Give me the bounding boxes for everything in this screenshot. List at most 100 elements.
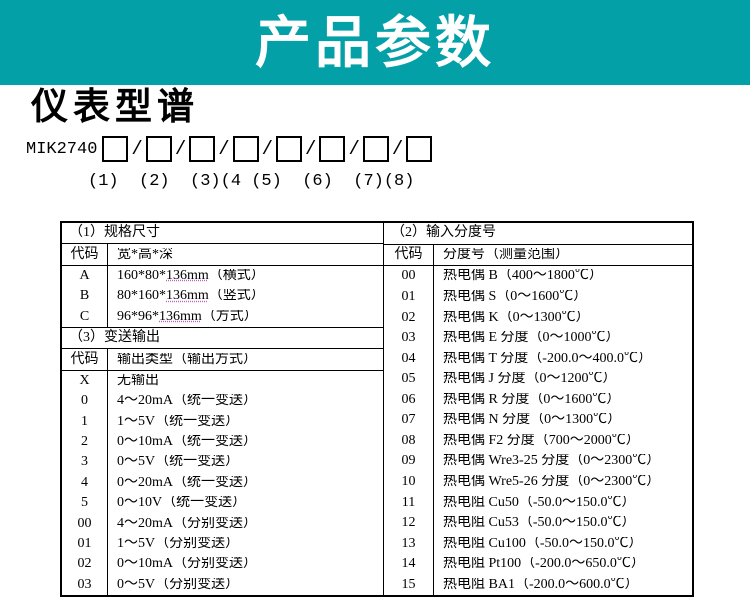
desc-cell: 160*80*136mm（横式） [108,269,383,283]
table-row-output-1: 1 1～5V（统一变送） [62,411,383,432]
model-code-box-2 [145,136,172,162]
code-cell: 13 [384,533,434,554]
table-row-output-2: 2 0～10mA（统一变送） [62,431,383,453]
table-row-output-00: 00 4～20mA（分别变送） [62,513,383,534]
table-row-input-14: 14 热电阻 Pt100（-200.0～650.0℃） [384,554,692,575]
code-cell: 08 [384,430,434,452]
code-cell: C [62,306,108,327]
code-cell: 02 [384,307,434,328]
desc-cell: 无输出 [117,373,159,388]
model-slash: / [261,138,274,160]
desc-cell: 热电阻 Cu100（-50.0～150.0℃） [443,536,643,551]
desc-cell: 0～20mA（统一变送） [117,475,257,490]
table-row-input-02: 02 热电偶 K（0～1300℃） [384,307,692,328]
section1-title: （1）规格尺寸 [69,225,160,241]
section2-header-row: （2）输入分度号 [384,223,692,245]
table-row-output-4: 4 0～20mA（统一变送） [62,472,383,494]
model-slash: / [348,138,360,160]
desc-cell: 80*160*136mm（竖式） [108,289,383,303]
code-cell: 01 [62,533,108,555]
size-prefix: 96*96* [117,309,159,324]
table-row-output-x: X 无输出 [62,370,383,392]
spec-table-left: （1）规格尺寸 代码 宽*高*深 A 160*80*136mm（横式） B 80… [62,223,384,596]
code-cell: 11 [384,492,434,513]
table-row-input-10: 10 热电偶 Wre5-26 分度（0～2300℃） [384,471,692,493]
table-row-input-03: 03 热电偶 E 分度（0～1000℃） [384,327,692,349]
model-code-box-7 [362,136,389,162]
table-row-input-15: 15 热电阻 BA1（-200.0～600.0℃） [384,574,692,596]
code-cell: 10 [384,471,434,493]
page-banner: 产品参数 [0,0,750,85]
desc-cell: 热电阻 Cu50（-50.0～150.0℃） [443,495,636,510]
code-cell: X [62,370,108,392]
model-code-box-5 [276,136,303,162]
table-row-input-05: 05 热电偶 J 分度（0～1200℃） [384,368,692,390]
model-position-labels: (1) (2) (3)(4 (5) (6) (7)(8) [88,172,415,191]
column-header-desc: 分度号（测量范围） [443,247,569,262]
desc-cell: 热电偶 K（0～1300℃） [443,310,590,325]
desc-cell: 0～10mA（统一变送） [117,435,257,450]
code-cell: 01 [384,286,434,308]
desc-cell: 热电阻 Cu53（-50.0～150.0℃） [443,516,636,531]
code-cell: 1 [62,411,108,432]
section1-columns-row: 代码 宽*高*深 [62,244,383,266]
table-row-output-0: 0 4～20mA（统一变送） [62,391,383,412]
spec-table-right: （2）输入分度号 代码 分度号（测量范围） 00 热电偶 B（400～1800℃… [384,223,692,596]
code-cell: 02 [62,554,108,575]
desc-cell: 热电偶 S（0～1600℃） [443,289,588,304]
desc-cell: 0～5V（统一变送） [117,455,240,470]
spec-table: （1）规格尺寸 代码 宽*高*深 A 160*80*136mm（横式） B 80… [60,221,694,597]
model-code-box-8 [406,136,433,162]
column-header-code: 代码 [384,244,434,266]
desc-cell: 热电偶 B（400～1800℃） [443,269,603,284]
table-row-output-01: 01 1～5V（分别变送） [62,533,383,555]
table-row-input-01: 01 热电偶 S（0～1600℃） [384,286,692,308]
code-cell: 14 [384,554,434,575]
model-code-box-4 [232,136,259,162]
code-cell: 00 [384,266,434,287]
table-row-input-12: 12 热电阻 Cu53（-50.0～150.0℃） [384,512,692,534]
table-row-input-11: 11 热电阻 Cu50（-50.0～150.0℃） [384,492,692,513]
size-dim: 136mm [159,309,202,324]
size-dim: 136mm [166,289,209,304]
code-cell: 0 [62,391,108,412]
table-row-input-09: 09 热电偶 Wre3-25 分度（0～2300℃） [384,451,692,472]
model-prefix: MIK2740 [26,139,98,159]
size-dim: 136mm [166,268,209,283]
desc-cell: 0～10mA（分别变送） [117,557,257,572]
code-cell: B [62,286,108,307]
size-prefix: 160*80* [117,268,166,283]
model-slash: / [174,138,187,160]
size-note: （竖式） [208,289,265,304]
desc-cell: 96*96*136mm（方式） [108,310,383,324]
table-row-input-08: 08 热电偶 F2 分度（700～2000℃） [384,430,692,452]
desc-cell: 1～5V（统一变送） [117,414,240,429]
code-cell: 06 [384,389,434,411]
code-cell: 5 [62,493,108,514]
desc-cell: 热电阻 BA1（-200.0～600.0℃） [443,577,639,592]
model-code-row: MIK2740 / / / / / / / [26,136,434,162]
desc-cell: 热电偶 Wre5-26 分度（0～2300℃） [443,475,661,490]
code-cell: 12 [384,512,434,534]
table-row-input-06: 06 热电偶 R 分度（0～1600℃） [384,389,692,411]
table-row-input-13: 13 热电阻 Cu100（-50.0～150.0℃） [384,533,692,554]
column-header-code: 代码 [62,244,108,265]
code-cell: 05 [384,368,434,390]
model-slash: / [218,138,230,160]
table-row-size-a: A 160*80*136mm（横式） [62,265,383,287]
table-row-output-02: 02 0～10mA（分别变送） [62,554,383,575]
desc-cell: 热电偶 E 分度（0～1000℃） [443,331,620,346]
section3-header-row: （3）变送输出 [62,328,383,350]
table-row-output-03: 03 0～5V（分别变送） [62,574,383,596]
code-cell: A [62,265,108,287]
table-row-input-04: 04 热电偶 T 分度（-200.0～400.0℃） [384,348,692,369]
section3-title: （3）变送输出 [69,330,160,346]
column-header-desc: 宽*高*深 [117,247,173,262]
section1-header-row: （1）规格尺寸 [62,223,383,245]
desc-cell: 1～5V（分别变送） [117,537,240,552]
column-header-desc: 输出类型（输出方式） [117,352,257,367]
code-cell: 03 [62,574,108,596]
code-cell: 03 [384,327,434,349]
desc-cell: 4～20mA（统一变送） [117,394,257,409]
